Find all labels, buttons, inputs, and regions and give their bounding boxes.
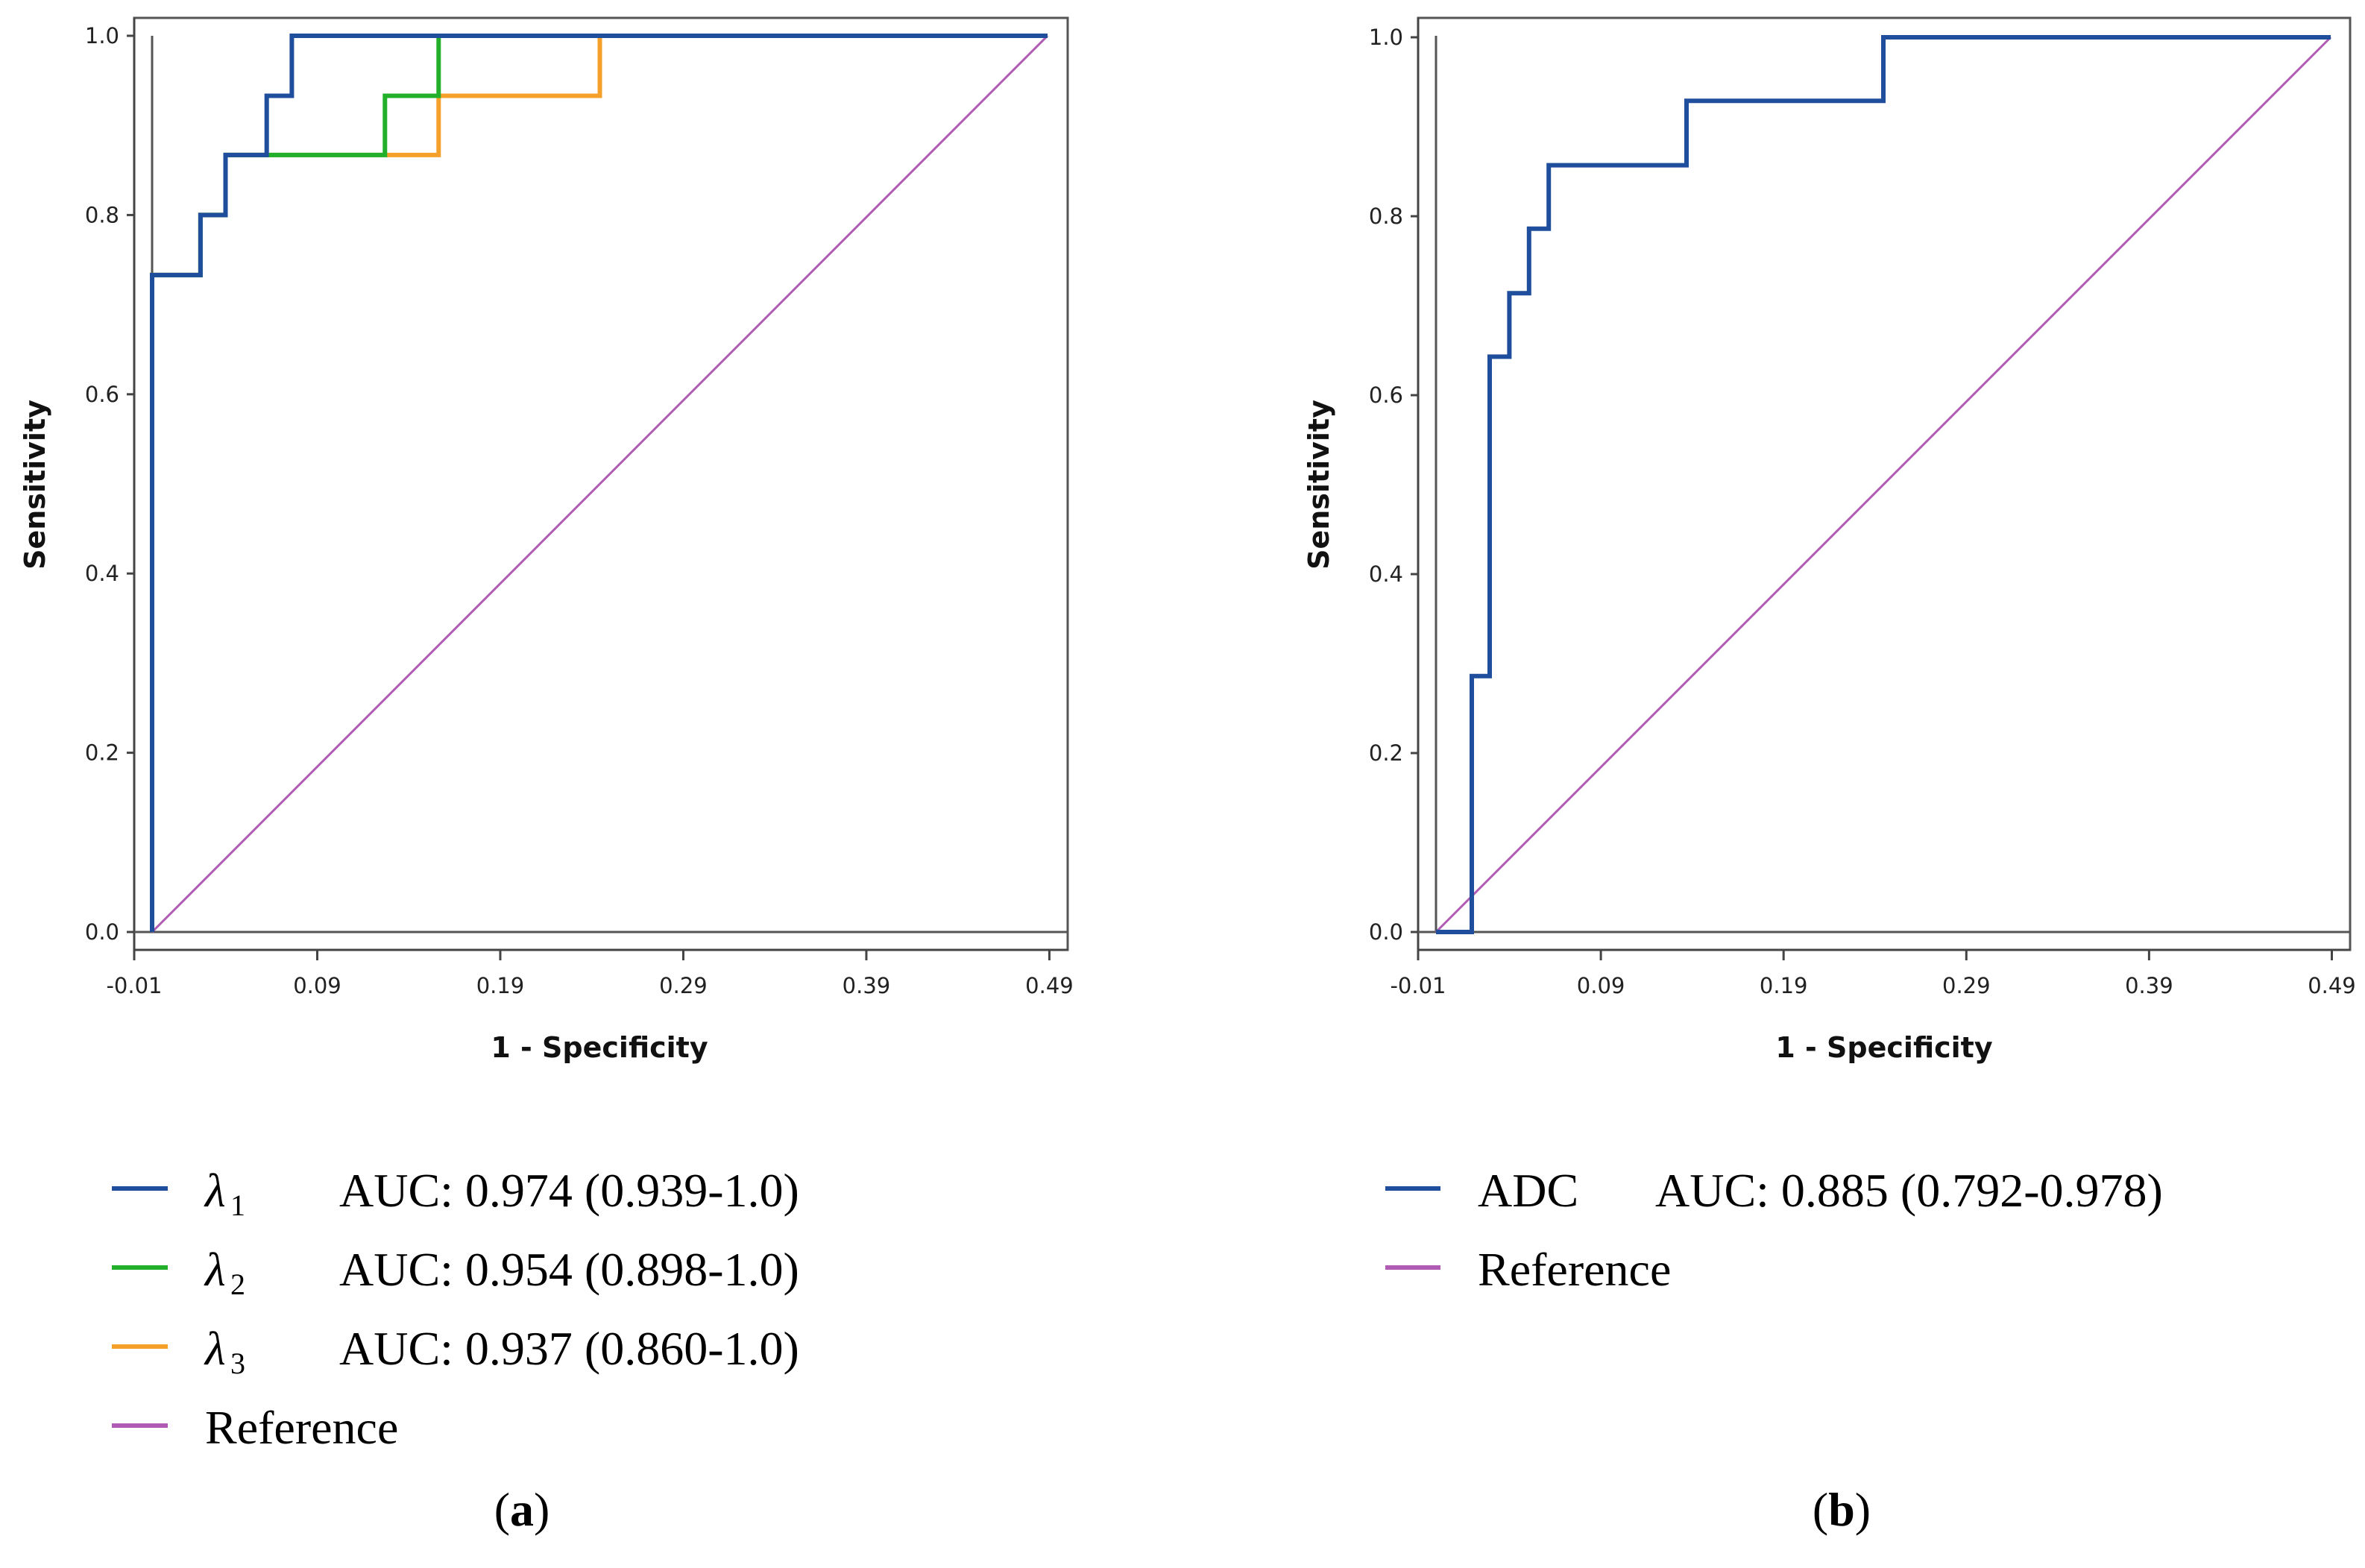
series-line-Reference-a xyxy=(151,34,1049,933)
legend-a: λ 1 AUC: 0.974 (0.939-1.0)λ 2 AUC: 0.954 (0.… xyxy=(112,1164,799,1454)
legend-auc-a: AUC: 0.954 (0.898-1.0) xyxy=(339,1243,799,1296)
series-a xyxy=(150,34,1049,933)
x-tick-label-a: 0.19 xyxy=(476,973,525,998)
legend-symbol-a: λ xyxy=(204,1164,226,1217)
series-line-ADC-b xyxy=(1436,35,2331,934)
panel-a: 0.0 0.2 0.4 0.6 0.8 1.0 -0.01 0.09 0.19 0.29 0.39 0… xyxy=(19,16,1074,1536)
y-tick-label-a: 0.2 xyxy=(85,740,119,766)
y-axis-title-a: Sensitivity xyxy=(19,400,51,570)
y-tick-label-a: 0.4 xyxy=(85,561,119,586)
panel-label-b-letter: b xyxy=(1828,1483,1855,1536)
y-axis-title-b: Sensitivity xyxy=(1303,400,1335,570)
x-axis-title-b: 1 - Specificity xyxy=(1775,1031,1992,1064)
y-tick-label-b: 0.4 xyxy=(1369,561,1403,587)
x-tick-label-b: 0.39 xyxy=(2125,973,2173,998)
panel-b: 0.0 0.2 0.4 0.6 0.8 1.0 -0.01 0.09 0.19 0.29 0.39 0… xyxy=(1303,16,2356,1536)
y-tick-label-a: 0.6 xyxy=(85,382,119,407)
y-tick-label-b: 0.8 xyxy=(1369,204,1403,229)
x-tick-label-a: 0.49 xyxy=(1025,973,1074,998)
x-tick-label-b: -0.01 xyxy=(1390,973,1446,998)
legend-b: ADC AUC: 0.885 (0.792-0.978) Reference xyxy=(1385,1164,2163,1296)
panel-label-a-letter: a xyxy=(510,1483,534,1536)
y-tick-label-b: 0.0 xyxy=(1369,919,1403,945)
legend-subscript-a: 3 xyxy=(230,1347,245,1380)
legend-auc-a: AUC: 0.937 (0.860-1.0) xyxy=(339,1322,799,1375)
panel-label-b: (b) xyxy=(1813,1483,1871,1536)
x-tick-label-b: 0.49 xyxy=(2308,973,2356,998)
legend-subscript-a: 1 xyxy=(230,1188,245,1222)
y-tick-label-a: 0.0 xyxy=(85,919,119,945)
legend-label-a: Reference xyxy=(205,1401,398,1454)
y-tick-label-a: 1.0 xyxy=(85,23,119,48)
series-b xyxy=(1435,35,2332,934)
x-tick-label-a: 0.39 xyxy=(843,973,891,998)
legend-label-b: Reference xyxy=(1478,1243,1671,1296)
ticks-b: 0.0 0.2 0.4 0.6 0.8 1.0 -0.01 0.09 0.19 0.29 0.39 0… xyxy=(1369,25,2356,998)
legend-label-b: ADC xyxy=(1478,1164,1578,1217)
x-axis-title-a: 1 - Specificity xyxy=(491,1031,708,1064)
x-tick-label-b: 0.29 xyxy=(1942,973,1991,998)
ticks-a: 0.0 0.2 0.4 0.6 0.8 1.0 -0.01 0.09 0.19 0.29 0.39 0… xyxy=(85,23,1074,998)
series-line-1-a xyxy=(150,34,1048,932)
y-tick-label-b: 1.0 xyxy=(1369,25,1403,50)
panel-label-a: (a) xyxy=(494,1483,550,1536)
x-tick-label-a: 0.29 xyxy=(659,973,708,998)
legend-auc-b: AUC: 0.885 (0.792-0.978) xyxy=(1655,1164,2163,1217)
y-tick-label-b: 0.6 xyxy=(1369,382,1403,408)
x-tick-label-a: 0.09 xyxy=(293,973,341,998)
legend-subscript-a: 2 xyxy=(230,1268,245,1301)
x-tick-label-b: 0.09 xyxy=(1577,973,1625,998)
y-tick-label-b: 0.2 xyxy=(1369,740,1403,766)
legend-symbol-a: λ xyxy=(204,1322,226,1375)
legend-auc-a: AUC: 0.974 (0.939-1.0) xyxy=(339,1164,799,1217)
x-tick-label-b: 0.19 xyxy=(1760,973,1808,998)
y-tick-label-a: 0.8 xyxy=(85,202,119,227)
x-tick-label-a: -0.01 xyxy=(106,973,162,998)
legend-symbol-a: λ xyxy=(204,1243,226,1296)
series-line-Reference-b xyxy=(1435,36,2332,933)
